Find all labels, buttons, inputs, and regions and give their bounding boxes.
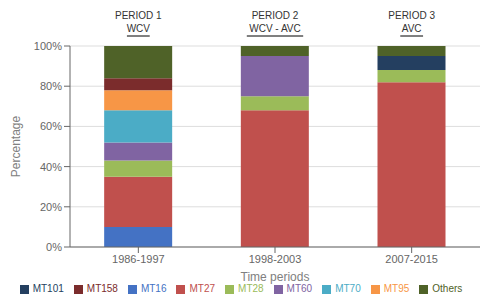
html-text:MT158: MT158 xyxy=(86,283,118,294)
html-text:Others: Others xyxy=(432,283,463,294)
svg-text:1998-2003: 1998-2003 xyxy=(249,253,302,265)
html-text:MT27: MT27 xyxy=(189,283,215,294)
html-text:MT101: MT101 xyxy=(32,283,64,294)
html-text:MT60: MT60 xyxy=(286,283,313,294)
svg-text:0%: 0% xyxy=(46,241,62,253)
svg-text:Time periods: Time periods xyxy=(241,270,310,284)
svg-text:AVC: AVC xyxy=(402,23,422,34)
svg-text:1986-1997: 1986-1997 xyxy=(112,253,165,265)
svg-text:PERIOD 1: PERIOD 1 xyxy=(115,10,162,21)
svg-text:60%: 60% xyxy=(40,120,62,132)
svg-text:WCV: WCV xyxy=(127,23,151,34)
html-text:MT16: MT16 xyxy=(140,283,167,294)
svg-text:100%: 100% xyxy=(34,40,62,52)
svg-text:PERIOD 3: PERIOD 3 xyxy=(388,10,435,21)
html-text:MT28: MT28 xyxy=(238,283,264,294)
svg-text:20%: 20% xyxy=(40,201,62,213)
svg-text:2007-2015: 2007-2015 xyxy=(385,253,438,265)
html-text:MT70: MT70 xyxy=(335,283,361,294)
html-text:MT95: MT95 xyxy=(383,283,410,294)
svg-text:80%: 80% xyxy=(40,80,62,92)
svg-text:PERIOD 2: PERIOD 2 xyxy=(252,10,299,21)
svg-text:40%: 40% xyxy=(40,161,62,173)
svg-text:Percentage: Percentage xyxy=(9,115,23,177)
svg-text:WCV - AVC: WCV - AVC xyxy=(249,23,300,34)
